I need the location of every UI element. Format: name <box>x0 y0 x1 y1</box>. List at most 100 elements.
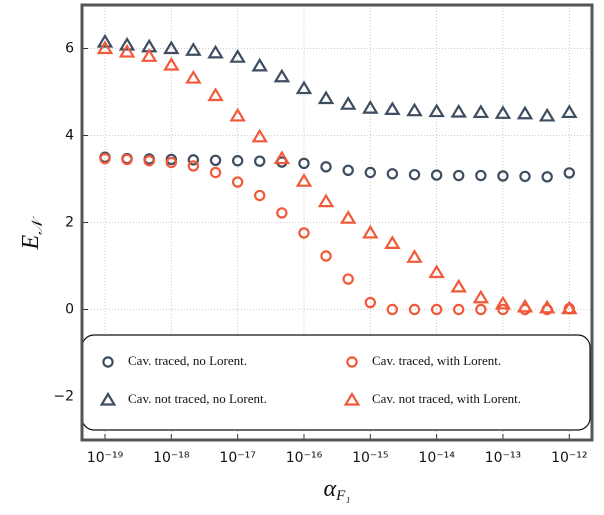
marker <box>185 69 202 84</box>
y-tick-label: −2 <box>53 389 74 405</box>
marker <box>450 278 467 293</box>
marker <box>475 303 487 316</box>
marker <box>118 43 136 58</box>
marker <box>384 101 401 116</box>
marker <box>229 107 246 122</box>
marker <box>342 164 354 176</box>
marker <box>209 166 222 179</box>
legend-box <box>81 334 591 431</box>
marker <box>452 303 465 316</box>
marker <box>430 303 443 316</box>
x-tick-label: 10⁻¹⁷ <box>219 450 255 466</box>
marker <box>428 103 445 118</box>
marker <box>408 168 421 181</box>
marker <box>298 157 310 170</box>
marker <box>295 173 313 187</box>
marker <box>96 33 114 48</box>
legend-marker <box>343 391 361 406</box>
marker <box>430 169 443 181</box>
marker <box>561 300 578 315</box>
marker <box>406 102 423 117</box>
marker <box>516 298 534 313</box>
marker <box>298 227 310 239</box>
x-tick-label: 10⁻¹² <box>551 450 587 466</box>
marker <box>386 303 399 316</box>
marker <box>187 154 200 166</box>
marker <box>254 189 266 202</box>
marker <box>317 90 335 105</box>
marker <box>251 128 268 143</box>
marker <box>519 170 531 183</box>
y-tick-label: 4 <box>65 128 74 144</box>
marker <box>362 224 379 239</box>
marker <box>406 249 423 263</box>
marker <box>494 295 512 310</box>
x-axis-label-sub: F₁ <box>335 488 350 504</box>
marker <box>342 273 354 285</box>
marker <box>187 160 200 172</box>
marker <box>541 171 553 183</box>
marker <box>362 99 379 114</box>
y-tick-label: 2 <box>65 215 74 231</box>
marker <box>143 155 155 167</box>
marker <box>96 40 114 55</box>
x-tick-label: 10⁻¹⁵ <box>352 450 388 466</box>
x-tick-label: 10⁻¹⁸ <box>153 450 190 466</box>
marker <box>231 155 244 167</box>
marker <box>516 105 534 120</box>
marker <box>207 87 224 102</box>
legend-label: Cav. not traced, no Lorent. <box>128 391 267 406</box>
marker <box>452 169 465 182</box>
legend-label: Cav. not traced, with Lorent. <box>372 391 521 406</box>
legend-label: Cav. traced, no Lorent. <box>128 353 247 368</box>
legend-marker <box>346 356 358 368</box>
legend-marker <box>102 356 114 368</box>
x-axis-label-main: α <box>324 476 337 502</box>
plot-frame <box>80 3 594 442</box>
marker <box>229 49 246 63</box>
marker <box>163 40 180 55</box>
marker <box>472 289 490 304</box>
marker <box>163 56 180 71</box>
marker <box>251 57 268 72</box>
legend-label: Cav. traced, with Lorent. <box>372 353 501 368</box>
marker <box>563 167 575 179</box>
marker <box>273 68 291 83</box>
marker <box>386 168 399 180</box>
marker <box>273 150 291 165</box>
marker <box>384 235 401 249</box>
x-tick-label: 10⁻¹⁶ <box>286 450 323 466</box>
marker <box>207 44 224 59</box>
x-tick-label: 10⁻¹⁹ <box>87 450 124 466</box>
marker <box>231 176 244 188</box>
x-axis-label: αF₁ <box>324 476 351 505</box>
marker <box>364 166 377 179</box>
marker <box>209 154 222 166</box>
marker <box>450 103 467 118</box>
y-tick-label: 6 <box>65 41 74 57</box>
marker <box>475 169 487 182</box>
marker <box>121 153 133 166</box>
marker <box>185 42 202 56</box>
marker <box>497 170 509 182</box>
marker <box>339 210 357 224</box>
marker <box>494 105 512 119</box>
marker <box>317 193 335 208</box>
marker <box>320 250 332 262</box>
marker <box>99 152 111 165</box>
y-axis-label-main: E <box>18 235 44 251</box>
marker <box>538 107 556 122</box>
y-axis-label: E𝒩 <box>18 216 47 251</box>
marker <box>339 96 357 110</box>
legend-marker <box>99 391 117 406</box>
marker <box>472 104 490 119</box>
marker <box>408 303 421 316</box>
marker <box>320 161 332 173</box>
y-axis-label-sub: 𝒩 <box>30 216 46 235</box>
marker <box>295 80 313 95</box>
marker <box>497 303 509 316</box>
marker <box>165 156 178 169</box>
marker <box>428 264 445 279</box>
marker <box>538 299 556 314</box>
